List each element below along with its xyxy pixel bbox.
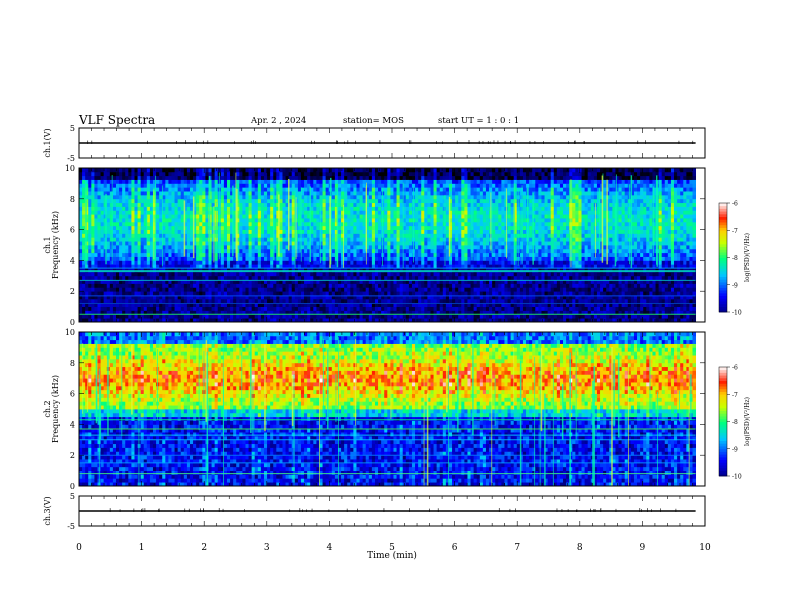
ch1-waveform-plot: [79, 140, 696, 144]
colorbar-label: log(PSD)(V²/Hz): [744, 233, 751, 282]
y-axis-label: ch.1(V): [43, 128, 52, 157]
y-tick-label: 6: [70, 226, 75, 235]
ch2-spectrogram-plot: [79, 332, 697, 487]
y-axis-label: Frequency (kHz): [51, 211, 60, 279]
start-time-label: start UT = 1 : 0 : 1: [438, 116, 520, 126]
colorbar-tick-label: -8: [732, 419, 738, 426]
x-tick-label: 10: [699, 543, 711, 553]
y-axis-label: ch.1: [43, 236, 52, 253]
ch1-spectrogram-axes: 0 2 4 6 8 10 ch.1 Frequency (kHz): [43, 164, 706, 327]
x-tick-label: 9: [640, 543, 646, 553]
x-tick-label: 0: [76, 543, 82, 553]
x-tick-label: 2: [201, 543, 207, 553]
x-tick-label: 7: [514, 543, 520, 553]
ch3-waveform-axes: 5 -5 ch.3(V): [43, 492, 706, 531]
y-tick-label: 8: [70, 359, 75, 368]
y-tick-label: 4: [70, 256, 75, 265]
y-tick-label: -5: [67, 154, 75, 163]
ch2-spectrogram-axes: 0 2 4 6 8 10 ch.2 Frequency (kHz): [43, 328, 706, 491]
colorbar-tick-label: -10: [732, 474, 742, 481]
colorbar-tick-label: -9: [732, 446, 738, 453]
chart-title: VLF Spectra: [79, 113, 156, 127]
colorbar-tick-label: -6: [732, 365, 738, 372]
colorbar-tick-label: -7: [732, 392, 738, 399]
y-axis-label: ch.2: [43, 400, 52, 417]
y-axis-label: Frequency (kHz): [51, 375, 60, 443]
y-tick-label: 8: [70, 195, 75, 204]
colorbar-label: log(PSD)(V²/Hz): [744, 397, 751, 446]
x-tick-label: 8: [577, 543, 583, 553]
ch3-waveform-plot: [78, 508, 696, 512]
y-tick-label: 6: [70, 390, 75, 399]
colorbar-tick-label: -9: [732, 282, 738, 289]
y-tick-label: 2: [70, 451, 75, 460]
x-tick-label: 5: [389, 543, 395, 553]
x-tick-label: 4: [327, 543, 333, 553]
x-axis-label: Time (min): [367, 550, 417, 561]
y-tick-label: 5: [70, 124, 75, 133]
ch1-spectrogram-plot: [79, 168, 697, 323]
colorbar-tick-label: -7: [732, 228, 738, 235]
x-axis: 0 1 2 3 4 5 6 7 8 9 10 Time (min): [76, 543, 711, 561]
station-label: station= MOS: [343, 116, 404, 126]
y-tick-label: 2: [70, 287, 75, 296]
ch2-colorbar: -6 -7 -8 -9 -10 log(PSD)(V²/Hz): [718, 365, 751, 481]
colorbar-tick-label: -8: [732, 255, 738, 262]
y-axis-label: ch.3(V): [43, 496, 52, 525]
y-tick-label: 10: [65, 328, 75, 337]
y-tick-label: 4: [70, 420, 75, 429]
colorbar-tick-label: -6: [732, 201, 738, 208]
ch1-colorbar: -6 -7 -8 -9 -10 log(PSD)(V²/Hz): [718, 201, 751, 317]
y-tick-label: -5: [67, 522, 75, 531]
colorbar-tick-label: -10: [732, 310, 742, 317]
y-tick-label: 0: [70, 482, 75, 491]
y-tick-label: 5: [70, 492, 75, 501]
x-tick-label: 3: [264, 543, 270, 553]
ch1-waveform-axes: 5 -5 ch.1(V): [43, 124, 706, 163]
x-tick-label: 6: [452, 543, 458, 553]
x-tick-label: 1: [139, 543, 145, 553]
date-label: Apr. 2 , 2024: [251, 116, 307, 126]
y-tick-label: 0: [70, 318, 75, 327]
y-tick-label: 10: [65, 164, 75, 173]
